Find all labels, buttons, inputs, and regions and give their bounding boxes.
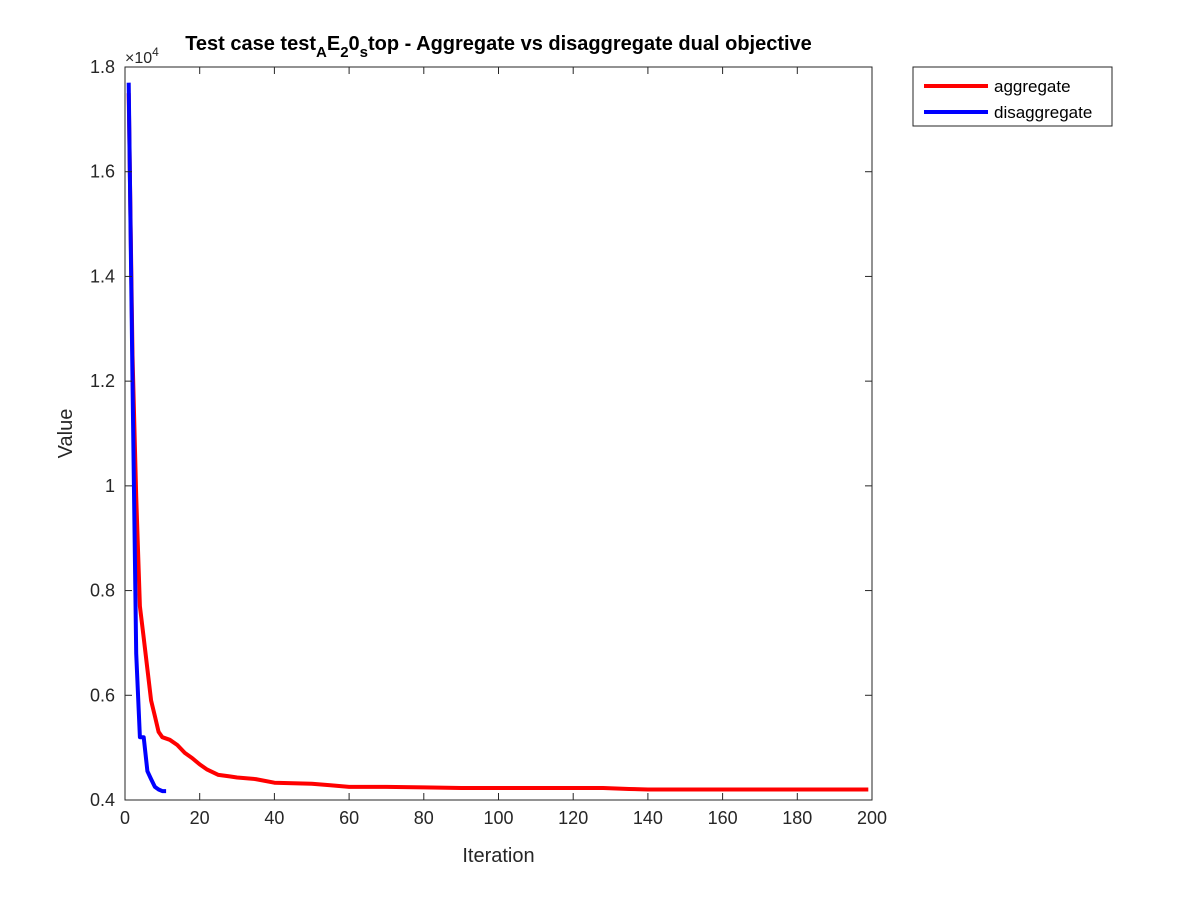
y-exponent-power: 4 (152, 45, 159, 59)
series-layer (126, 82, 869, 794)
legend-box (912, 66, 1113, 127)
x-tick-label: 80 (414, 808, 434, 828)
title-segment: 2 (340, 44, 348, 61)
y-tick-label: 0.4 (90, 790, 115, 810)
title-segment: A (316, 44, 327, 61)
y-tick-label: 1 (105, 476, 115, 496)
y-tick-label: 1.4 (90, 266, 115, 286)
x-tick-label: 40 (264, 808, 284, 828)
y-exponent-label: ×104 (125, 45, 159, 67)
title-segment: s (360, 44, 368, 61)
y-exponent-base: ×10 (125, 50, 152, 67)
series-line-disaggregate (126, 82, 167, 794)
x-axis: 0 20 40 60 80 100 120 140 160 180 200 (120, 67, 887, 828)
x-tick-label: 200 (857, 808, 887, 828)
x-tick-label: 140 (633, 808, 663, 828)
axes-frame (124, 66, 873, 801)
title-segment: top - Aggregate vs disaggregate dual obj… (368, 33, 812, 55)
x-tick-label: 60 (339, 808, 359, 828)
x-tick-label: 160 (708, 808, 738, 828)
legend: aggregate disaggregate (912, 66, 1113, 127)
y-tick-label: 1.8 (90, 57, 115, 77)
legend-label-aggregate: aggregate (994, 77, 1071, 96)
x-axis-label: Iteration (462, 845, 534, 867)
x-tick-label: 0 (120, 808, 130, 828)
y-axis: 0.4 0.6 0.8 1 1.2 1.4 1.6 1.8 (90, 57, 872, 810)
series-line-aggregate (126, 93, 869, 792)
title-segment: E (327, 33, 340, 55)
y-tick-label: 0.8 (90, 581, 115, 601)
x-tick-label: 180 (782, 808, 812, 828)
y-tick-label: 1.6 (90, 162, 115, 182)
x-tick-label: 120 (558, 808, 588, 828)
y-tick-label: 1.2 (90, 371, 115, 391)
plot-area (124, 66, 873, 801)
title-segment: 0 (349, 33, 360, 55)
y-axis-label: Value (55, 409, 77, 459)
y-tick-label: 0.6 (90, 685, 115, 705)
title-segment: Test case test (185, 33, 316, 55)
x-tick-label: 100 (483, 808, 513, 828)
chart-title: Test case testAE20stop - Aggregate vs di… (185, 33, 812, 61)
legend-label-disaggregate: disaggregate (994, 103, 1092, 122)
x-tick-label: 20 (190, 808, 210, 828)
